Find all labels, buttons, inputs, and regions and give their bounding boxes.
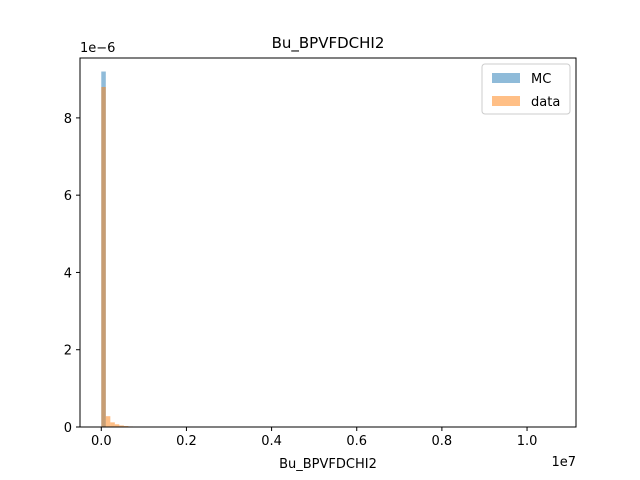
x-tick-label: 0.4	[261, 434, 282, 449]
bar-data-2	[110, 422, 115, 427]
plot-area-frame	[79, 57, 577, 428]
x-tick-label: 0.2	[176, 434, 197, 449]
x-tick-label: 0.0	[91, 434, 112, 449]
x-tick-label: 0.6	[346, 434, 367, 449]
x-axis-offset-label: 1e7	[551, 455, 576, 470]
legend-swatch-mc	[492, 73, 520, 83]
y-axis-offset-label: 1e−6	[80, 41, 115, 56]
legend-label-data: data	[531, 95, 560, 110]
y-tick-label: 8	[64, 112, 72, 127]
bar-data-3	[114, 424, 120, 427]
x-axis-label: Bu_BPVFDCHI2	[279, 457, 377, 472]
x-axis-ticks: 0.0 0.2 0.4 0.6 0.8 1.0	[91, 427, 537, 449]
bar-data-0	[101, 86, 106, 427]
histogram-bars	[101, 71, 138, 427]
y-tick-label: 6	[64, 189, 72, 204]
legend: MC data	[481, 63, 571, 115]
bar-data-4	[119, 425, 124, 427]
y-tick-label: 4	[64, 266, 72, 281]
legend-label-mc: MC	[531, 72, 551, 87]
legend-swatch-data	[492, 96, 520, 106]
y-tick-label: 0	[64, 421, 72, 436]
x-tick-label: 0.8	[432, 434, 453, 449]
bar-data-1	[105, 416, 111, 427]
chart-title: Bu_BPVFDCHI2	[272, 34, 385, 53]
x-tick-label: 1.0	[517, 434, 538, 449]
y-tick-label: 2	[64, 344, 72, 359]
y-axis-ticks: 0 2 4 6 8	[64, 112, 80, 436]
